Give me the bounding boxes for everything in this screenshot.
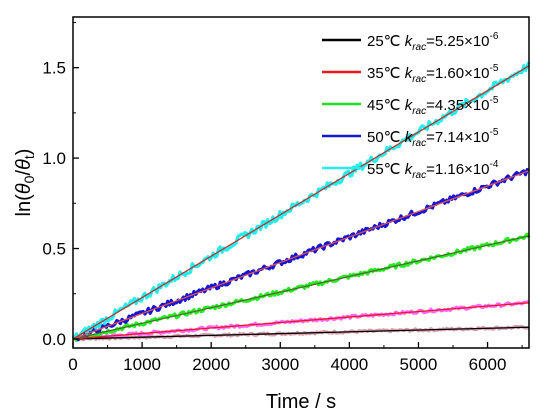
y-axis-title-sub-2: t <box>21 155 37 159</box>
fit-line-1 <box>72 302 530 340</box>
y-tick-label: 0.0 <box>42 330 66 349</box>
legend-k-sub: rac <box>412 74 426 85</box>
legend-k-exp: -6 <box>490 31 499 42</box>
legend-k-value: =4.35×10 <box>426 97 489 114</box>
legend-k-exp: -5 <box>490 63 499 74</box>
legend-entry-2: 45℃ krac=4.35×10-5 <box>367 95 499 117</box>
legend-k-value: =1.60×10 <box>426 65 489 82</box>
fit-layer <box>72 65 530 340</box>
legend-k-sub: rac <box>412 106 426 117</box>
plot-frame <box>72 16 530 349</box>
legend-k-sub: rac <box>412 170 426 181</box>
legend-k-sub: rac <box>412 138 426 149</box>
legend-entry-0: 25℃ krac=5.25×10-6 <box>367 31 499 53</box>
legend-k-value: =1.16×10 <box>426 161 489 178</box>
y-axis-title-prefix: ln( <box>13 194 35 217</box>
legend-entry-1: 35℃ krac=1.60×10-5 <box>367 63 499 85</box>
legend-temp: 55℃ <box>367 161 405 178</box>
legend-temp: 45℃ <box>367 97 405 114</box>
x-tick-label: 2000 <box>192 355 230 374</box>
y-axis-title-symbol-1: θ <box>13 183 35 194</box>
y-axis-title-suffix: ) <box>13 149 35 156</box>
x-tick-label: 0 <box>68 355 77 374</box>
fit-line-2 <box>72 235 530 340</box>
fit-line-0 <box>72 326 530 340</box>
data-series-3 <box>71 168 530 342</box>
legend-k-exp: -5 <box>490 127 499 138</box>
legend-entry-4: 55℃ krac=1.16×10-4 <box>367 159 499 181</box>
legend-k-value: =5.25×10 <box>426 33 489 50</box>
legend-k: k <box>405 97 414 114</box>
legend-k-sub: rac <box>412 42 426 53</box>
fit-line-4 <box>72 65 530 340</box>
legend-entry-3: 50℃ krac=7.14×10-5 <box>367 127 499 149</box>
y-axis-title-symbol-2: θ <box>13 159 35 170</box>
legend: 25℃ krac=5.25×10-635℃ krac=1.60×10-545℃ … <box>322 31 499 181</box>
x-tick-label: 4000 <box>330 355 368 374</box>
legend-temp: 50℃ <box>367 129 405 146</box>
y-tick-label: 1.0 <box>42 149 66 168</box>
y-tick-label: 1.5 <box>42 59 66 78</box>
x-axis-title: Time / s <box>266 391 336 413</box>
legend-k: k <box>405 65 414 82</box>
x-tick-label: 6000 <box>469 355 507 374</box>
legend-k: k <box>405 129 414 146</box>
x-tick-label: 1000 <box>123 355 161 374</box>
y-axis-title: ln(θ0/θt) <box>13 149 37 217</box>
legend-temp: 35℃ <box>367 65 405 82</box>
y-axis-title-mid: / <box>13 170 35 176</box>
data-series-4 <box>72 61 531 340</box>
legend-k-exp: -5 <box>490 95 499 106</box>
y-tick-label: 0.5 <box>42 240 66 259</box>
legend-k-exp: -4 <box>490 159 499 170</box>
x-tick-label: 5000 <box>400 355 438 374</box>
x-tick-label: 3000 <box>261 355 299 374</box>
legend-k: k <box>405 33 414 50</box>
fit-line-3 <box>72 170 530 340</box>
ticks-layer: 0 1000 2000 3000 4000 5000 6000 0.0 0.5 1.0 1.5 <box>42 21 523 374</box>
legend-k-value: =7.14×10 <box>426 129 489 146</box>
legend-temp: 25℃ <box>367 33 405 50</box>
legend-k: k <box>405 161 414 178</box>
y-axis-title-sub-1: 0 <box>21 175 37 183</box>
